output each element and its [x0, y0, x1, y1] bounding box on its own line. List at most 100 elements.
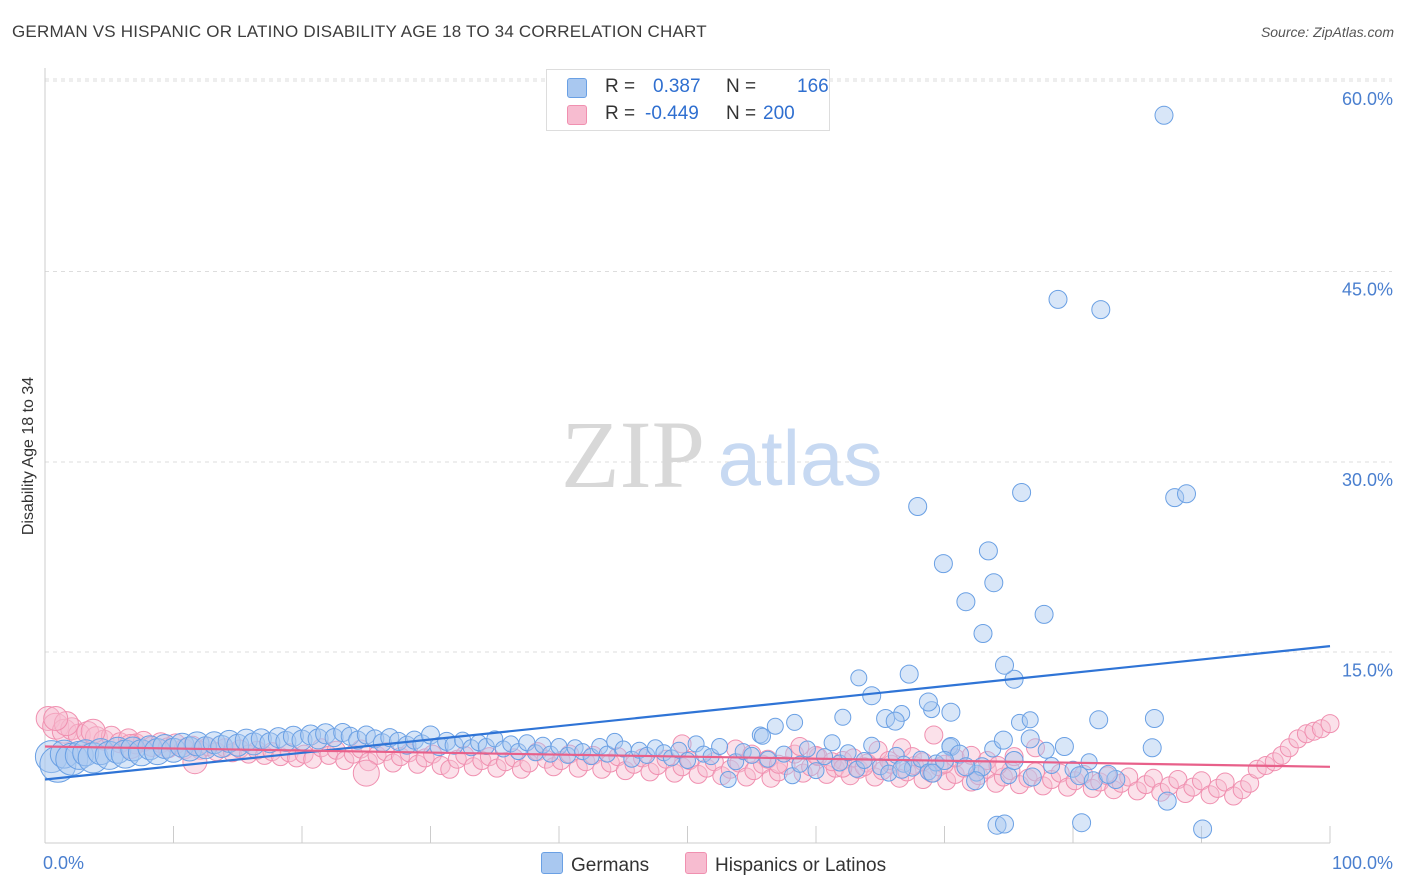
german-point — [1089, 710, 1109, 730]
german-point — [863, 736, 881, 754]
german-point — [1098, 764, 1118, 784]
hispanic-point — [43, 706, 69, 731]
hispanic-point — [1058, 777, 1078, 797]
hispanic-point — [440, 759, 460, 779]
german-point — [862, 686, 882, 706]
german-point — [1004, 751, 1024, 770]
german-point — [1142, 738, 1162, 758]
german-point — [791, 755, 809, 773]
legend-germans-swatch — [541, 852, 563, 874]
german-trend-line — [44, 645, 1331, 781]
legend-r-label: R = — [605, 76, 636, 97]
german-point — [984, 573, 1004, 593]
german-point — [754, 727, 771, 745]
hispanic-point — [383, 753, 403, 773]
german-point — [956, 757, 976, 777]
german-point — [885, 711, 905, 731]
legend-germans: Germans — [541, 852, 649, 877]
hispanic-point — [408, 754, 428, 774]
german-point — [1080, 753, 1098, 771]
watermark-zip: ZIP — [561, 401, 705, 508]
hispanic-point — [865, 767, 885, 787]
legend-n-label: N = — [726, 103, 757, 124]
german-point — [1072, 813, 1092, 833]
grid-lines — [45, 78, 1392, 653]
y-tick-labels: 15.0% 30.0% 45.0% 60.0% — [1342, 89, 1393, 681]
hispanic-point — [1296, 724, 1316, 744]
watermark: ZIP atlas — [561, 401, 882, 508]
x-tick-labels: 0.0% 100.0% — [43, 853, 1393, 873]
german-point — [892, 759, 912, 779]
y-tick-label: 30.0% — [1342, 470, 1393, 490]
german-point — [1012, 483, 1032, 502]
hispanic-point — [1026, 738, 1045, 758]
hispanic-point — [665, 763, 685, 783]
hispanic-point — [769, 754, 788, 774]
german-point — [1177, 484, 1196, 504]
german-point — [968, 764, 986, 782]
german-point — [282, 725, 304, 747]
chart-title: GERMAN VS HISPANIC OR LATINO DISABILITY … — [12, 22, 707, 41]
hispanic-point — [1272, 745, 1292, 765]
german-point — [941, 702, 961, 722]
german-point — [966, 771, 986, 791]
legend-r-value: 0.387 — [653, 76, 701, 97]
german-point — [1091, 300, 1111, 320]
hispanic-point — [1082, 778, 1102, 798]
german-point — [679, 752, 696, 769]
legend-r-label: R = — [605, 103, 636, 124]
hispanic-point — [568, 758, 588, 778]
german-point — [1157, 791, 1177, 811]
legend-swatch-blue — [567, 78, 587, 98]
german-point — [759, 750, 777, 768]
german-point — [775, 745, 793, 763]
german-point — [839, 744, 857, 762]
legend-hispanics-label: Hispanics or Latinos — [715, 855, 887, 876]
hispanic-point — [1304, 721, 1324, 741]
german-point — [1037, 741, 1055, 759]
hispanic-point — [1215, 772, 1235, 792]
x-tick-label: 0.0% — [43, 853, 84, 873]
german-point — [1043, 757, 1061, 774]
german-point — [850, 669, 868, 687]
hispanic-point — [352, 759, 380, 787]
german-point — [766, 717, 784, 735]
legend-n-value: 200 — [763, 103, 795, 124]
german-point — [973, 624, 993, 643]
german-point — [1154, 105, 1174, 125]
german-point — [1034, 604, 1054, 624]
hispanic-point — [1175, 784, 1195, 803]
hispanic-point — [1192, 771, 1211, 791]
hispanic-trend-line — [44, 745, 1331, 768]
german-point — [1021, 711, 1039, 729]
legend-hispanics: Hispanics or Latinos — [685, 852, 886, 877]
german-point — [993, 730, 1013, 750]
german-point — [734, 743, 752, 761]
german-point — [1022, 767, 1042, 787]
hispanic-point — [1320, 714, 1340, 734]
german-point — [893, 705, 911, 722]
x-tick-label: 100.0% — [1332, 853, 1393, 873]
y-axis-title: Disability Age 18 to 34 — [20, 377, 37, 535]
chart-source: Source: ZipAtlas.com — [1260, 24, 1394, 40]
german-point — [933, 554, 953, 574]
watermark-atlas: atlas — [718, 414, 883, 502]
legend-swatch-pink — [567, 105, 587, 125]
german-point — [899, 664, 919, 684]
hispanic-point — [769, 762, 788, 782]
german-point — [978, 541, 998, 561]
german-point — [786, 713, 804, 731]
german-point — [834, 708, 852, 726]
german-point — [719, 771, 737, 788]
german-point — [1011, 713, 1028, 731]
hispanic-point — [576, 752, 596, 772]
hispanic-point — [697, 758, 717, 778]
hispanic-point — [656, 749, 676, 769]
german-point — [923, 763, 943, 783]
legend-r-value: -0.449 — [645, 103, 699, 124]
y-tick-label: 60.0% — [1342, 89, 1393, 109]
hispanic-point — [993, 767, 1013, 787]
y-tick-label: 15.0% — [1342, 661, 1393, 681]
trend-lines — [44, 645, 1331, 781]
